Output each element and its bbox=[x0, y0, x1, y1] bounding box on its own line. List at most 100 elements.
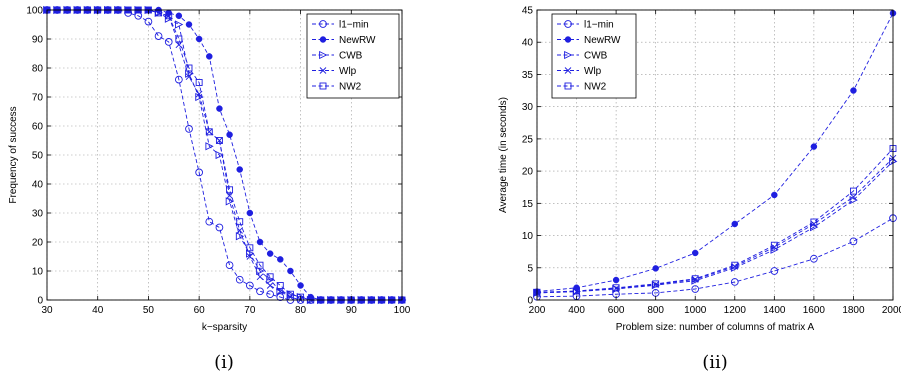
data-point bbox=[195, 35, 203, 43]
x-tick-label: 50 bbox=[143, 305, 155, 316]
y-tick-label: 10 bbox=[522, 231, 534, 242]
data-point bbox=[771, 191, 778, 199]
y-tick-label: 25 bbox=[522, 134, 534, 145]
data-point bbox=[691, 285, 700, 293]
data-point bbox=[849, 237, 858, 246]
y-tick-label: 80 bbox=[32, 64, 44, 75]
legend-marker bbox=[319, 67, 327, 74]
y-axis-label: Average time (in seconds) bbox=[498, 97, 509, 213]
data-point bbox=[256, 287, 264, 296]
data-point bbox=[164, 38, 173, 46]
y-tick-label: 5 bbox=[527, 263, 533, 274]
x-tick-label: 400 bbox=[568, 305, 585, 316]
data-point bbox=[175, 75, 183, 84]
data-point bbox=[175, 41, 183, 49]
legend-item: Wlp bbox=[312, 66, 357, 77]
legend-label: l1−min bbox=[339, 20, 369, 31]
x-tick-label: 1800 bbox=[842, 305, 865, 316]
data-point bbox=[276, 282, 284, 289]
series-4 bbox=[533, 145, 897, 296]
x-tick-label: 100 bbox=[394, 305, 411, 316]
data-point bbox=[850, 87, 857, 94]
data-point bbox=[810, 254, 818, 263]
data-point bbox=[236, 218, 244, 226]
data-point bbox=[573, 287, 581, 295]
data-point bbox=[236, 227, 244, 234]
x-tick-label: 1400 bbox=[763, 305, 786, 316]
x-axis-label: Problem size: number of columns of matri… bbox=[616, 322, 815, 333]
data-point bbox=[256, 238, 264, 246]
x-tick-label: 60 bbox=[194, 305, 206, 316]
data-point bbox=[175, 12, 183, 20]
x-tick-label: 30 bbox=[41, 305, 53, 316]
y-tick-label: 20 bbox=[32, 238, 44, 249]
data-point bbox=[226, 186, 234, 194]
legend-item: NewRW bbox=[557, 35, 621, 46]
y-tick-label: 70 bbox=[32, 93, 44, 104]
series-line bbox=[536, 217, 894, 298]
data-point bbox=[165, 12, 173, 20]
data-point bbox=[246, 244, 254, 252]
legend-label: l1−min bbox=[584, 20, 614, 31]
legend-box bbox=[551, 13, 637, 99]
x-tick-label: 80 bbox=[295, 305, 307, 316]
data-point bbox=[652, 280, 660, 288]
data-point bbox=[256, 266, 265, 276]
x-tick-label: 800 bbox=[647, 305, 664, 316]
legend-label: NewRW bbox=[584, 35, 621, 46]
data-point bbox=[195, 168, 203, 177]
y-axis-label: Frequency of success bbox=[8, 106, 19, 203]
data-point bbox=[236, 166, 243, 173]
legend-item: l1−min bbox=[312, 20, 369, 31]
panel-caption: (i) bbox=[214, 352, 234, 373]
y-tick-label: 45 bbox=[522, 6, 534, 17]
legend: l1−min NewRW CWB Wlp NW2 bbox=[306, 13, 400, 99]
legend-marker bbox=[564, 67, 572, 74]
legend-marker bbox=[319, 82, 327, 90]
data-point bbox=[205, 128, 213, 136]
y-tick-label: 40 bbox=[522, 38, 534, 49]
y-tick-label: 0 bbox=[527, 296, 533, 307]
data-point bbox=[731, 261, 739, 269]
data-point bbox=[195, 90, 203, 98]
data-point bbox=[691, 249, 699, 257]
series-line bbox=[536, 157, 894, 294]
legend-marker bbox=[564, 50, 573, 60]
legend-item: CWB bbox=[312, 51, 363, 62]
data-point bbox=[185, 73, 193, 81]
data-point bbox=[276, 293, 285, 301]
series-1 bbox=[533, 9, 897, 295]
legend-marker bbox=[564, 82, 572, 90]
legend-label: NewRW bbox=[339, 35, 376, 46]
y-tick-label: 10 bbox=[32, 267, 44, 278]
data-point bbox=[612, 276, 620, 284]
data-point bbox=[225, 261, 234, 270]
data-point bbox=[256, 273, 264, 281]
legend-label: Wlp bbox=[339, 66, 357, 77]
data-point bbox=[144, 17, 153, 26]
legend: l1−min NewRW CWB Wlp NW2 bbox=[551, 13, 637, 99]
data-point bbox=[226, 192, 233, 199]
x-tick-label: 1200 bbox=[724, 305, 747, 316]
data-point bbox=[185, 125, 193, 133]
data-point bbox=[185, 64, 193, 72]
data-point bbox=[266, 290, 274, 299]
chart-panel-success: 30 40 50 60 70 80 90 100 0 10 20 30 40 50 60 70 80 90 100 k… bbox=[8, 6, 411, 374]
x-tick-label: 1000 bbox=[684, 305, 707, 316]
data-point bbox=[256, 261, 264, 269]
x-tick-label: 70 bbox=[244, 305, 256, 316]
y-tick-label: 30 bbox=[32, 209, 44, 220]
data-point bbox=[297, 282, 304, 289]
legend-marker bbox=[564, 20, 572, 28]
legend-item: NewRW bbox=[312, 35, 376, 46]
y-tick-label: 20 bbox=[522, 167, 534, 178]
legend-label: NW2 bbox=[339, 82, 362, 93]
data-point bbox=[276, 287, 284, 295]
data-point bbox=[276, 287, 285, 296]
data-point bbox=[850, 193, 857, 201]
data-point bbox=[226, 131, 233, 138]
legend-label: CWB bbox=[339, 51, 363, 62]
data-point bbox=[215, 223, 224, 232]
data-point bbox=[246, 281, 254, 290]
